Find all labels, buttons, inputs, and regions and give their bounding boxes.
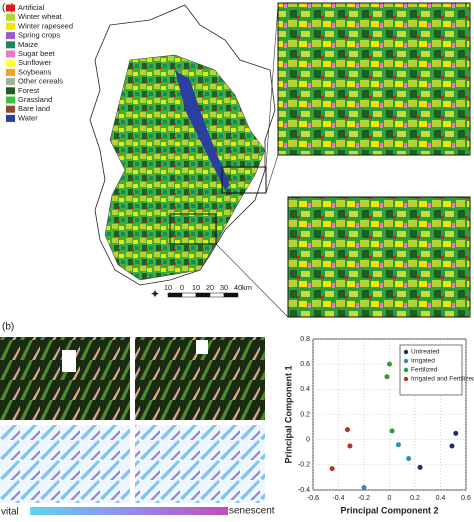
legend-label: Bare land: [18, 104, 50, 113]
legend-label: Soybeans: [18, 67, 52, 76]
data-point: [361, 484, 367, 490]
legend-label: Sunflower: [18, 58, 52, 67]
index-map: [0, 425, 130, 503]
zoom-line: [265, 4, 279, 168]
x-tick-label: 0: [388, 495, 392, 502]
legend-label: Grassland: [18, 95, 52, 104]
scale-segment: [223, 292, 239, 298]
data-point: [329, 466, 335, 472]
legend-label: Artificial: [18, 3, 45, 12]
colorbar: [30, 507, 228, 515]
scale-label: 10: [192, 283, 200, 292]
scale-segment: [167, 292, 183, 298]
legend-label: Irrigated: [411, 358, 435, 365]
legend-label: Untreated: [411, 349, 440, 356]
y-tick-label: 0.8: [300, 336, 310, 343]
data-point: [449, 443, 455, 449]
x-tick-label: 0.4: [436, 495, 446, 502]
legend-swatch: [6, 105, 15, 113]
legend-label: Fertilized: [411, 367, 438, 374]
scale-label: 30: [220, 283, 228, 292]
data-point: [417, 464, 423, 470]
zoom-inset: [287, 196, 471, 318]
legend-swatch: [6, 68, 15, 76]
legend-marker: [403, 349, 409, 355]
data-point: [395, 442, 401, 448]
scale-label: 40: [234, 283, 242, 292]
scale-label: 20: [206, 283, 214, 292]
legend-box: [399, 344, 463, 396]
y-tick-label: 0.6: [300, 361, 310, 368]
legend-swatch: [6, 50, 15, 58]
panel-label: (b): [2, 322, 14, 333]
reference-panel: [196, 340, 208, 354]
x-tick-label: -0.2: [358, 495, 370, 502]
scale-segment: [195, 292, 211, 298]
legend-swatch: [6, 87, 15, 95]
x-tick-label: 0.2: [410, 495, 420, 502]
legend-marker: [403, 367, 409, 373]
legend-swatch: [6, 4, 15, 12]
legend-swatch: [6, 32, 15, 40]
legend-label: Winter rapeseed: [18, 21, 73, 30]
data-point: [406, 456, 412, 462]
y-tick-label: -0.4: [298, 487, 310, 494]
zoom-inset: [277, 2, 471, 156]
colorbar-label: vital: [1, 507, 19, 517]
y-tick-label: 0.4: [300, 386, 310, 393]
legend-label: Other cereals: [18, 77, 63, 86]
y-axis-label: Principal Component 1: [283, 365, 293, 463]
legend-swatch: [6, 22, 15, 30]
data-point: [384, 374, 390, 380]
zoom-line: [265, 154, 279, 194]
region-border: [89, 4, 276, 286]
data-point: [389, 428, 395, 434]
legend-label: Spring crops: [18, 31, 60, 40]
data-point: [453, 430, 459, 436]
y-tick-label: 0.2: [300, 411, 310, 418]
scale-label: 10: [164, 283, 172, 292]
zoom-box: [169, 213, 217, 245]
data-point: [387, 361, 392, 367]
legend-label: Forest: [18, 86, 40, 95]
scale-segment: [209, 292, 225, 298]
y-tick-label: 0: [306, 437, 310, 444]
scale-unit: km: [242, 283, 252, 292]
legend-swatch: [6, 114, 15, 122]
legend-label: Sugar beet: [18, 49, 56, 58]
water-body: [175, 70, 230, 190]
scale-segment: [181, 292, 197, 298]
legend-label: Water: [18, 113, 38, 122]
legend-label: Winter wheat: [18, 12, 63, 21]
legend-swatch: [6, 13, 15, 21]
zoom-box: [221, 166, 267, 194]
legend-label: Irrigated and Fertilized: [411, 376, 474, 383]
legend-marker: [403, 376, 409, 382]
reference-panel: [62, 350, 76, 372]
legend-swatch: [6, 59, 15, 67]
x-tick-label: -0.6: [307, 495, 319, 502]
x-tick-label: -0.4: [332, 495, 344, 502]
x-axis-label: Principal Component 2: [340, 505, 438, 515]
legend-label: Maize: [18, 40, 38, 49]
data-point: [344, 427, 350, 433]
legend-swatch: [6, 41, 15, 49]
zoom-line: [215, 243, 289, 318]
colorbar-label: senescent: [229, 506, 275, 517]
scale-label: 0: [180, 283, 184, 292]
legend-swatch: [6, 96, 15, 104]
north-arrow: ✦: [150, 287, 160, 301]
legend-swatch: [6, 78, 15, 86]
canopy-photo: [0, 337, 130, 420]
land-cover-map: [104, 54, 266, 281]
y-tick-label: -0.2: [298, 462, 310, 469]
legend-marker: [403, 358, 409, 364]
data-point: [347, 443, 353, 449]
x-tick-label: 0.6: [461, 495, 471, 502]
index-map: [135, 425, 265, 503]
